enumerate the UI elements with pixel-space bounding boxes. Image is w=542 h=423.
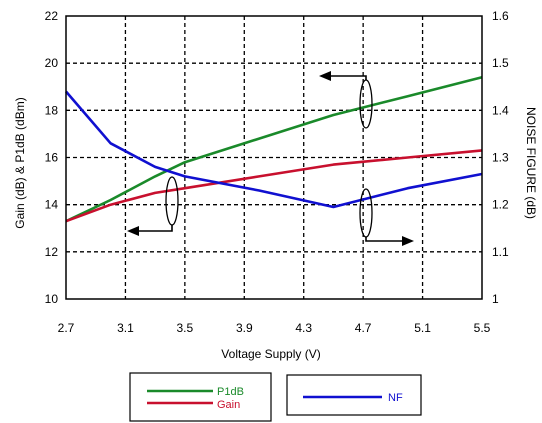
legend-label-nf: NF xyxy=(388,392,403,404)
annotation-arrowhead-nf xyxy=(402,236,414,246)
y-left-tick-label: 22 xyxy=(45,9,59,23)
legend-box-1-frame xyxy=(129,372,272,422)
legend-box-2: NF xyxy=(286,374,422,416)
y-left-tick-label: 18 xyxy=(45,103,59,117)
plot-frame xyxy=(65,15,483,300)
y-axis-right-label: NOISE FIGURE (dB) xyxy=(524,107,538,219)
axes-text: 2.7 3.1 3.5 3.9 4.3 4.7 5.1 5.5 10 12 14 16 18 20 22 1 1… xyxy=(45,9,509,335)
annotation-arrow-mid xyxy=(133,225,173,232)
annotation-arrowhead-upper xyxy=(319,71,331,81)
x-tick-label: 4.7 xyxy=(355,321,372,335)
x-tick-label: 3.9 xyxy=(236,321,253,335)
x-axis-label: Voltage Supply (V) xyxy=(221,347,320,361)
x-tick-label: 2.7 xyxy=(58,321,75,335)
y-left-tick-label: 12 xyxy=(45,245,59,259)
legend-label-gain: Gain xyxy=(217,399,240,411)
legend-box-1: P1dB Gain xyxy=(129,372,272,422)
legend-box-2-frame xyxy=(286,374,422,416)
y-right-tick-label: 1.1 xyxy=(492,245,509,259)
series-line-p1db xyxy=(65,76,483,223)
y-left-tick-label: 10 xyxy=(45,292,59,306)
legend-label-p1db: P1dB xyxy=(217,386,244,398)
y-right-tick-label: 1.6 xyxy=(492,9,509,23)
annotations xyxy=(127,71,414,246)
y-left-tick-label: 16 xyxy=(45,151,59,165)
x-tick-label: 3.5 xyxy=(177,321,194,335)
y-left-tick-label: 20 xyxy=(45,56,59,70)
y-left-tick-label: 14 xyxy=(45,198,59,212)
x-tick-label: 5.1 xyxy=(414,321,431,335)
y-axis-left-label: Gain (dB) & P1dB (dBm) xyxy=(13,97,27,228)
annotation-arrow-nf xyxy=(365,237,408,242)
x-tick-label: 3.1 xyxy=(117,321,134,335)
series-line-nf xyxy=(65,90,483,209)
y-right-tick-label: 1.4 xyxy=(492,103,509,117)
x-tick-label: 5.5 xyxy=(474,321,491,335)
y-right-tick-label: 1.2 xyxy=(492,198,509,212)
series-layer xyxy=(65,76,483,223)
y-right-tick-label: 1 xyxy=(492,292,499,306)
x-tick-label: 4.3 xyxy=(295,321,312,335)
annotation-arrow-upper xyxy=(325,75,367,80)
annotation-arrowhead-mid xyxy=(127,226,139,236)
y-right-tick-label: 1.3 xyxy=(492,151,509,165)
y-right-tick-label: 1.5 xyxy=(492,56,509,70)
